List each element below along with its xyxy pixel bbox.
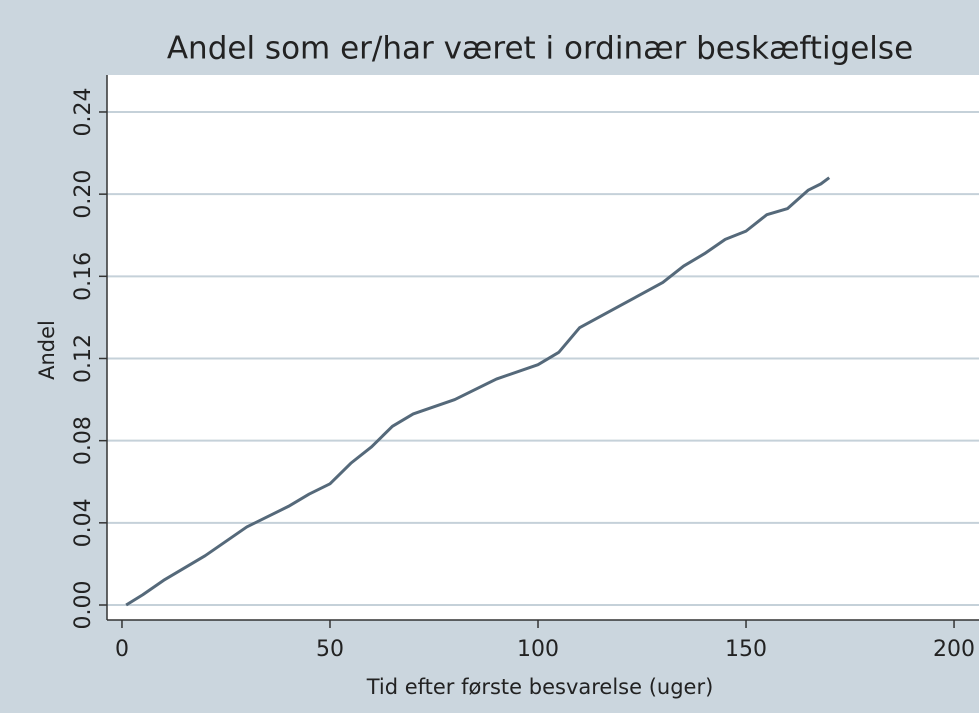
x-tick-label: 200 xyxy=(933,637,975,662)
y-tick-label: 0.20 xyxy=(71,170,96,219)
chart-title: Andel som er/har været i ordinær beskæft… xyxy=(167,31,913,67)
y-tick-label: 0.24 xyxy=(71,87,96,136)
y-tick-label: 0.04 xyxy=(71,498,96,547)
series-line xyxy=(125,176,831,607)
plot-area xyxy=(107,75,979,620)
x-tick-label: 0 xyxy=(115,637,129,662)
x-tick-label: 100 xyxy=(517,637,559,662)
x-axis-label: Tid efter første besvarelse (uger) xyxy=(366,675,714,699)
y-axis-label: Andel xyxy=(35,320,59,380)
x-tick-label: 50 xyxy=(316,637,344,662)
y-tick-label: 0.12 xyxy=(71,334,96,383)
y-tick-label: 0.16 xyxy=(71,252,96,301)
y-tick-label: 0.08 xyxy=(71,416,96,465)
y-tick-label: 0.00 xyxy=(71,581,96,630)
x-tick-label: 150 xyxy=(725,637,767,662)
